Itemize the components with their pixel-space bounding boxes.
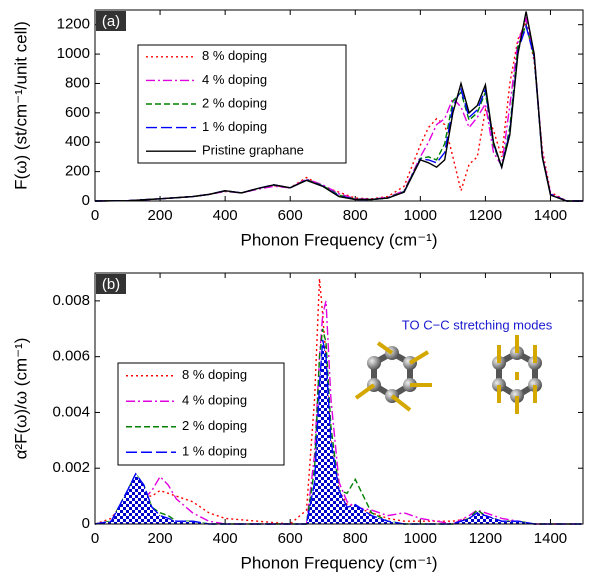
- x-tick-label: 1400: [534, 207, 567, 224]
- panel-label-box: [96, 11, 126, 31]
- x-tick-label: 400: [213, 530, 238, 547]
- x-tick-label: 400: [213, 207, 238, 224]
- panel: 0 200 400 600 800 1000 1200 1400 0 0.002 0.004 0.00…: [11, 272, 584, 572]
- legend-label: 2 % doping: [202, 95, 267, 110]
- x-tick-label: 200: [148, 530, 173, 547]
- x-axis-label: Phonon Frequency (cm⁻¹): [241, 230, 438, 249]
- plot-frame: [94, 272, 584, 525]
- x-tick-label: 0: [91, 530, 99, 547]
- y-axis-label: F(ω) (st/cm⁻¹/unit cell): [11, 21, 30, 190]
- y-tick-label: 200: [65, 163, 90, 180]
- legend-label: 4 % doping: [202, 72, 267, 87]
- legend-box: [137, 44, 347, 164]
- x-tick-label: 1000: [404, 530, 437, 547]
- y-tick-label: 0: [82, 515, 90, 532]
- x-tick-label: 800: [343, 530, 368, 547]
- y-tick-label: 400: [65, 133, 90, 150]
- series-line: [94, 300, 583, 525]
- x-tick-label: 800: [343, 207, 368, 224]
- y-tick-label: 800: [65, 74, 90, 91]
- y-tick-label: 600: [65, 104, 90, 121]
- legend-label: 1 % doping: [202, 119, 267, 134]
- panel-label: (b): [102, 276, 120, 293]
- y-axis-label: α²F(ω)/ω (cm⁻¹): [11, 338, 30, 460]
- molecule-icons: [354, 335, 542, 414]
- series-line: [94, 19, 583, 202]
- x-tick-label: 1000: [404, 207, 437, 224]
- y-tick-label: 1200: [57, 16, 90, 33]
- x-tick-label: 1200: [469, 207, 502, 224]
- legend-label: Pristine graphane: [202, 143, 304, 158]
- area-fill: [95, 339, 583, 524]
- panel: 0 200 400 600 800 1000 1200 1400 0 200 400 600 800 10…: [11, 9, 584, 249]
- series-line: [94, 328, 583, 525]
- series-line: [94, 339, 583, 525]
- legend-label: 8 % doping: [202, 48, 267, 63]
- panel-label-box: [96, 274, 126, 294]
- series-line: [94, 11, 583, 202]
- x-tick-label: 1400: [534, 530, 567, 547]
- x-tick-label: 1200: [469, 530, 502, 547]
- y-tick-label: 0.004: [52, 403, 90, 420]
- y-tick-label: 1000: [57, 45, 90, 62]
- x-tick-label: 600: [278, 530, 303, 547]
- legend-label: 1 % doping: [182, 444, 247, 459]
- y-tick-label: 0.008: [52, 292, 90, 309]
- x-axis-label: Phonon Frequency (cm⁻¹): [241, 553, 438, 572]
- series-line: [94, 278, 583, 525]
- y-tick-label: 0.002: [52, 459, 90, 476]
- annotation: TO C−C stretching modes: [402, 317, 553, 332]
- x-tick-label: 600: [278, 207, 303, 224]
- y-tick-label: 0: [82, 192, 90, 209]
- y-tick-label: 0.006: [52, 348, 90, 365]
- legend-box: [117, 362, 285, 466]
- plot-frame: [94, 9, 584, 202]
- legend-label: 8 % doping: [182, 367, 247, 382]
- legend-label: 2 % doping: [182, 418, 247, 433]
- x-tick-label: 0: [91, 207, 99, 224]
- legend-label: 4 % doping: [182, 393, 247, 408]
- x-tick-label: 200: [148, 207, 173, 224]
- panel-label: (a): [102, 13, 120, 30]
